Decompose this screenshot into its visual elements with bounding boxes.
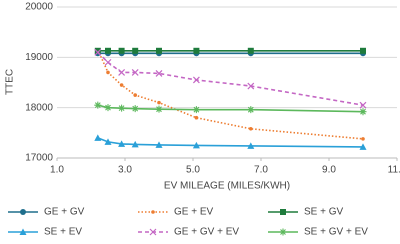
data-point bbox=[155, 105, 163, 113]
series-line bbox=[97, 137, 364, 148]
data-point bbox=[359, 143, 367, 150]
data-point bbox=[247, 106, 255, 114]
data-point bbox=[192, 76, 200, 84]
data-point bbox=[247, 47, 254, 54]
data-point bbox=[133, 93, 137, 97]
data-point bbox=[104, 138, 112, 145]
data-point bbox=[156, 47, 162, 54]
data-point bbox=[94, 48, 102, 56]
data-point bbox=[104, 104, 112, 112]
data-point bbox=[118, 140, 126, 147]
x-tick-label: 9.0 bbox=[322, 165, 336, 176]
data-point bbox=[119, 83, 124, 87]
data-point bbox=[192, 106, 200, 114]
data-point bbox=[94, 134, 102, 141]
data-point bbox=[359, 108, 367, 116]
y-tick-label: 17000 bbox=[25, 153, 53, 164]
legend-label: SE + GV + EV bbox=[304, 227, 368, 238]
x-tick-label: 11.0 bbox=[388, 165, 400, 176]
y-tick-label: 19000 bbox=[25, 52, 53, 63]
y-axis-label: TTEC bbox=[5, 69, 16, 95]
data-point bbox=[359, 101, 367, 109]
data-point bbox=[249, 127, 253, 131]
data-point bbox=[193, 47, 200, 54]
series-line bbox=[97, 51, 364, 106]
data-point bbox=[105, 47, 111, 54]
data-point bbox=[94, 101, 102, 109]
data-point bbox=[132, 47, 139, 54]
data-point bbox=[118, 47, 125, 54]
data-point bbox=[131, 69, 139, 76]
legend-marker bbox=[20, 209, 26, 215]
data-point bbox=[247, 82, 255, 90]
x-axis-label: EV MILEAGE (MILES/KWH) bbox=[164, 181, 290, 192]
data-point bbox=[131, 140, 139, 148]
data-point bbox=[194, 115, 199, 120]
data-point bbox=[155, 141, 163, 148]
legend-marker bbox=[19, 228, 27, 235]
data-point bbox=[106, 70, 110, 75]
series-line bbox=[97, 49, 364, 140]
legend-label: GE + GV + EV bbox=[174, 227, 239, 238]
legend-label: GE + EV bbox=[174, 207, 214, 218]
data-point bbox=[360, 47, 366, 54]
data-point bbox=[118, 69, 126, 76]
x-tick-label: 7.0 bbox=[254, 165, 268, 176]
data-point bbox=[247, 142, 255, 149]
data-point bbox=[155, 70, 163, 77]
legend-label: SE + EV bbox=[44, 227, 82, 238]
y-tick-label: 18000 bbox=[25, 102, 53, 113]
legend-label: SE + GV bbox=[304, 207, 344, 218]
legend-marker bbox=[149, 228, 157, 236]
legend-marker bbox=[280, 209, 286, 215]
data-point bbox=[94, 47, 101, 54]
data-point bbox=[118, 104, 126, 112]
x-tick-label: 1.0 bbox=[50, 165, 64, 176]
data-point bbox=[361, 137, 365, 141]
legend-marker bbox=[279, 228, 287, 236]
legend-label: GE + GV bbox=[44, 207, 85, 218]
data-point bbox=[192, 141, 200, 149]
data-point bbox=[104, 58, 112, 66]
data-point bbox=[131, 105, 139, 113]
legend-marker bbox=[151, 210, 155, 214]
data-point bbox=[157, 100, 161, 105]
y-tick-label: 20000 bbox=[25, 2, 53, 13]
x-tick-label: 3.0 bbox=[118, 165, 132, 176]
x-tick-label: 5.0 bbox=[186, 165, 200, 176]
